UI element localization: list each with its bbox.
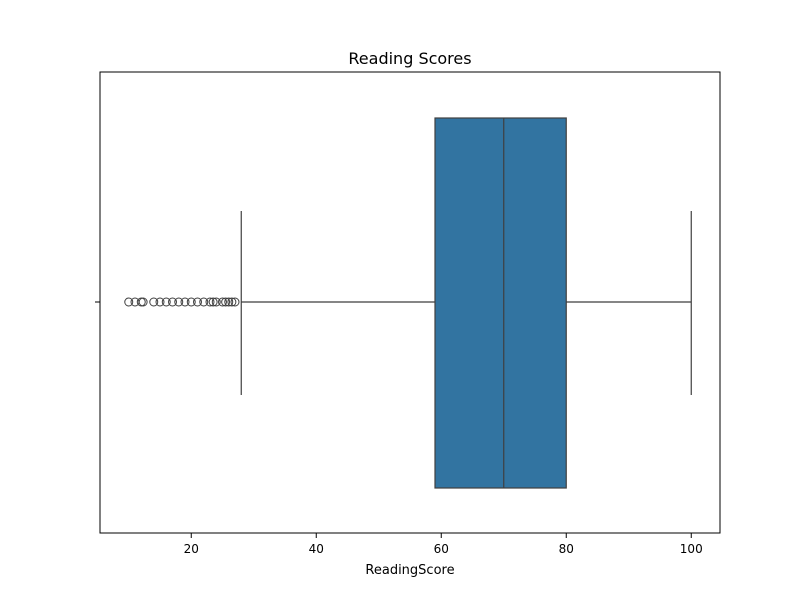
x-tick-label: 100 [680, 542, 703, 556]
outlier-point [193, 297, 202, 307]
outlier-point [161, 297, 171, 307]
x-tick-label: 40 [309, 542, 324, 556]
x-axis: 20 40 60 80 100 [184, 533, 703, 556]
chart-title: Reading Scores [348, 49, 471, 68]
outlier-point [205, 297, 215, 307]
outlier-point [199, 297, 209, 307]
x-tick-label: 20 [184, 542, 199, 556]
outlier-point [124, 297, 134, 307]
outlier-point [186, 297, 196, 307]
outlier-point [224, 297, 234, 307]
outlier-point [180, 297, 190, 307]
outlier-point [230, 297, 240, 307]
x-tick-label: 60 [434, 542, 449, 556]
outlier-point [218, 297, 227, 307]
outlier-point [221, 297, 231, 307]
outlier-point [168, 297, 177, 307]
outlier-point [174, 297, 184, 307]
plot-frame [99, 71, 721, 534]
outlier-point [227, 297, 237, 307]
outlier-point [136, 297, 146, 307]
outlier-point [149, 297, 159, 307]
plot-area [124, 117, 692, 489]
outlier-point [208, 297, 218, 307]
outlier-point [155, 297, 165, 307]
iqr-box [434, 117, 567, 489]
x-axis-label: ReadingScore [365, 563, 454, 578]
outlier-point [138, 297, 148, 307]
outlier-point [211, 297, 221, 307]
x-tick-label: 80 [559, 542, 574, 556]
